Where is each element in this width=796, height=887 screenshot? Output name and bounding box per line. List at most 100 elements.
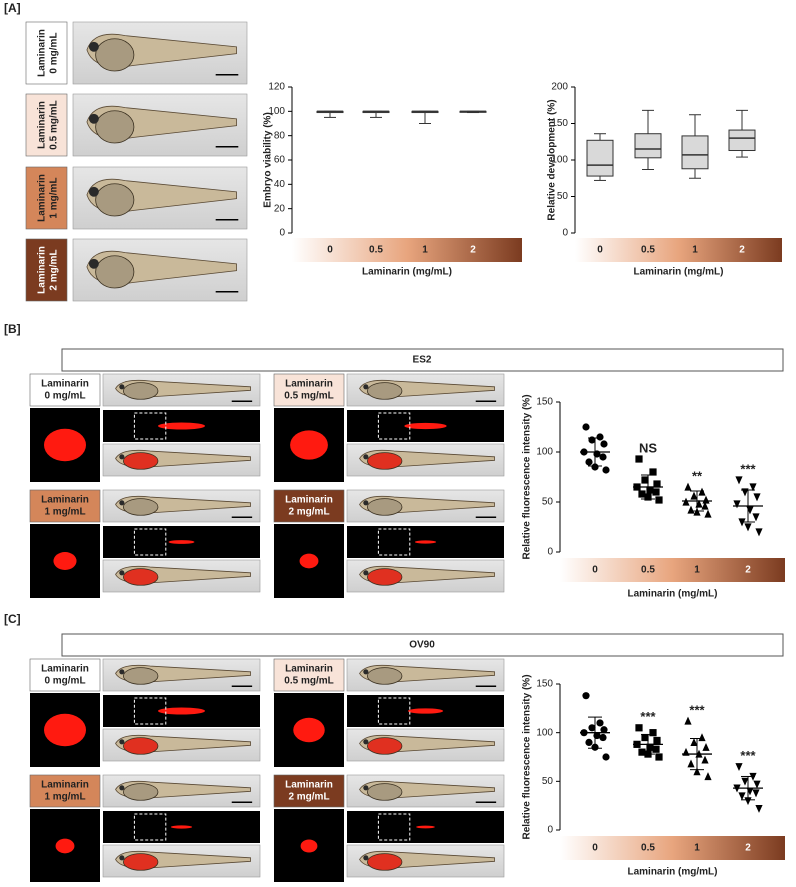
x-tick-label: 0.5 [641, 843, 655, 854]
fish-yolk [123, 737, 159, 755]
data-point [733, 500, 741, 509]
data-point [701, 755, 709, 764]
x-axis-label: Laminarin (mg/mL) [627, 867, 717, 878]
y-tick-label: 40 [274, 179, 286, 190]
gradient-axis [560, 558, 785, 582]
data-point [602, 466, 610, 474]
fish-yolk [95, 110, 135, 144]
box [586, 139, 614, 177]
data-point [687, 505, 695, 514]
x-tick-label: 0 [592, 843, 598, 854]
fish-eye [119, 454, 125, 460]
fish-eye [119, 384, 125, 390]
fluorescence-signal [44, 428, 86, 462]
roi-box [133, 412, 167, 440]
data-point [735, 476, 743, 485]
y-tick-label: 150 [536, 397, 553, 408]
fluorescence-signal [407, 708, 444, 714]
group-header: ES2 [413, 355, 432, 366]
significance-label: *** [740, 461, 756, 476]
data-point [755, 528, 763, 537]
fluorescence-signal [299, 553, 319, 569]
data-point [702, 495, 710, 504]
data-point [753, 780, 761, 789]
fish-eye [363, 855, 369, 861]
fish-yolk [367, 737, 403, 755]
y-axis-label: Relative fluorescence intensity (%) [522, 674, 533, 839]
x-tick-label: 0.5 [641, 565, 655, 576]
fish-eye [363, 384, 369, 390]
condition-label: Laminarin [285, 664, 333, 675]
data-point [638, 490, 646, 498]
condition-label: 1 mg/mL [44, 507, 85, 518]
y-tick-label: 0 [562, 228, 568, 239]
x-tick-label: 0.5 [369, 245, 383, 256]
x-tick-label: 0.5 [641, 245, 655, 256]
condition-label-box [29, 373, 101, 407]
condition-label-box [29, 489, 101, 523]
gradient-axis [560, 836, 785, 860]
condition-label: Laminarin [285, 495, 333, 506]
data-point [744, 797, 752, 806]
roi-box [133, 813, 167, 841]
condition-label-box [25, 21, 68, 85]
y-tick-label: 150 [551, 118, 568, 129]
fish-yolk [367, 667, 403, 685]
y-tick-label: 100 [268, 106, 285, 117]
x-tick-label: 0 [592, 565, 598, 576]
y-tick-label: 120 [268, 82, 285, 93]
roi-box [133, 528, 167, 556]
data-point [646, 486, 654, 494]
fish-yolk [367, 783, 403, 801]
data-point [652, 745, 660, 753]
data-point [693, 507, 701, 516]
data-point [641, 476, 649, 484]
x-tick-label: 2 [745, 565, 751, 576]
fluorescence-signal [404, 422, 447, 430]
fish-yolk [95, 255, 135, 289]
roi-box [377, 528, 411, 556]
data-point [600, 440, 608, 448]
data-point [602, 753, 610, 761]
data-point [701, 501, 709, 510]
data-point [655, 753, 663, 761]
fish-eye [119, 785, 125, 791]
panel-label: [C] [4, 612, 21, 626]
fish-yolk [123, 452, 159, 470]
data-point [698, 733, 706, 742]
fluorescence-signal [414, 540, 437, 544]
data-point [649, 729, 657, 737]
y-tick-label: 200 [551, 82, 568, 93]
fish-yolk [367, 498, 403, 516]
fish-yolk [123, 853, 159, 871]
condition-label-box [25, 166, 68, 230]
fish-eye [119, 570, 125, 576]
fish-eye [363, 785, 369, 791]
fluorescence-signal [168, 540, 195, 544]
data-point [738, 792, 746, 801]
y-tick-label: 50 [557, 191, 569, 202]
fluorescence-signal [416, 825, 435, 829]
x-tick-label: 0 [597, 245, 603, 256]
data-point [646, 743, 654, 751]
condition-label: 0.5 mg/mL [284, 391, 333, 402]
data-point [641, 733, 649, 742]
significance-label: *** [640, 709, 656, 724]
condition-label: 2 mg/mL [288, 507, 329, 518]
data-point [690, 491, 698, 500]
condition-label-box [273, 489, 345, 523]
data-point [702, 742, 710, 751]
y-axis-label: Embryo viability (%) [263, 112, 274, 208]
condition-label: 2 mg/mL [288, 792, 329, 803]
fish-yolk [123, 382, 159, 400]
fish-eye [363, 570, 369, 576]
x-tick-label: 1 [694, 565, 700, 576]
data-point [649, 468, 657, 476]
roi-box [377, 697, 411, 725]
x-tick-label: 0 [327, 245, 333, 256]
x-tick-label: 1 [422, 245, 428, 256]
data-point [690, 738, 698, 746]
data-point [746, 506, 754, 515]
data-point [704, 509, 712, 518]
significance-label: *** [689, 702, 705, 717]
